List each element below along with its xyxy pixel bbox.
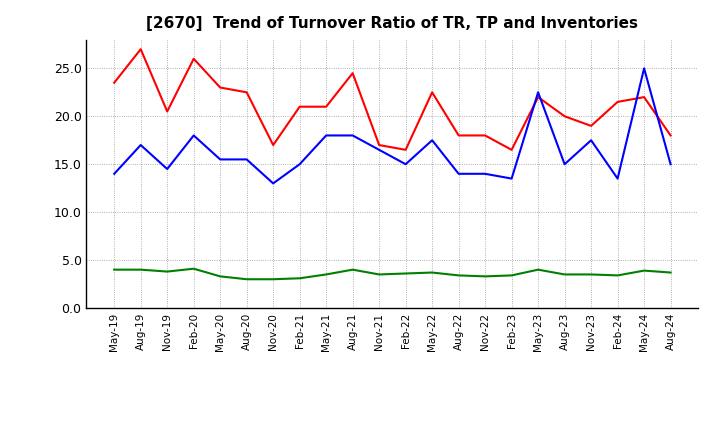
Inventories bbox=[243, 277, 251, 282]
Trade Payables bbox=[428, 138, 436, 143]
Inventories bbox=[613, 273, 622, 278]
Title: [2670]  Trend of Turnover Ratio of TR, TP and Inventories: [2670] Trend of Turnover Ratio of TR, TP… bbox=[146, 16, 639, 32]
Trade Payables bbox=[666, 161, 675, 167]
Trade Receivables bbox=[189, 56, 198, 62]
Trade Receivables bbox=[508, 147, 516, 153]
Inventories bbox=[216, 274, 225, 279]
Inventories bbox=[401, 271, 410, 276]
Trade Receivables bbox=[348, 70, 357, 76]
Trade Payables bbox=[587, 138, 595, 143]
Line: Trade Payables: Trade Payables bbox=[114, 68, 670, 183]
Trade Payables bbox=[163, 166, 171, 172]
Trade Receivables bbox=[454, 133, 463, 138]
Trade Receivables bbox=[269, 143, 277, 148]
Inventories bbox=[136, 267, 145, 272]
Inventories bbox=[508, 273, 516, 278]
Trade Receivables bbox=[534, 95, 542, 100]
Trade Payables bbox=[640, 66, 649, 71]
Trade Payables bbox=[216, 157, 225, 162]
Inventories bbox=[295, 275, 304, 281]
Trade Receivables bbox=[163, 109, 171, 114]
Trade Receivables bbox=[560, 114, 569, 119]
Trade Payables bbox=[481, 171, 490, 176]
Trade Payables bbox=[110, 171, 119, 176]
Inventories bbox=[640, 268, 649, 273]
Trade Payables bbox=[136, 143, 145, 148]
Inventories bbox=[375, 272, 384, 277]
Trade Receivables bbox=[216, 85, 225, 90]
Trade Receivables bbox=[481, 133, 490, 138]
Trade Payables bbox=[560, 161, 569, 167]
Inventories bbox=[269, 277, 277, 282]
Inventories bbox=[348, 267, 357, 272]
Trade Receivables bbox=[640, 95, 649, 100]
Trade Receivables bbox=[428, 90, 436, 95]
Trade Payables bbox=[322, 133, 330, 138]
Trade Receivables bbox=[587, 123, 595, 128]
Trade Payables bbox=[189, 133, 198, 138]
Trade Receivables bbox=[295, 104, 304, 109]
Inventories bbox=[666, 270, 675, 275]
Trade Payables bbox=[534, 90, 542, 95]
Line: Trade Receivables: Trade Receivables bbox=[114, 49, 670, 150]
Trade Payables bbox=[243, 157, 251, 162]
Inventories bbox=[110, 267, 119, 272]
Trade Receivables bbox=[666, 133, 675, 138]
Inventories bbox=[481, 274, 490, 279]
Inventories bbox=[560, 272, 569, 277]
Trade Payables bbox=[613, 176, 622, 181]
Trade Payables bbox=[348, 133, 357, 138]
Trade Payables bbox=[454, 171, 463, 176]
Trade Receivables bbox=[375, 143, 384, 148]
Inventories bbox=[428, 270, 436, 275]
Trade Payables bbox=[375, 147, 384, 153]
Trade Receivables bbox=[243, 90, 251, 95]
Trade Payables bbox=[269, 181, 277, 186]
Inventories bbox=[189, 266, 198, 271]
Trade Payables bbox=[295, 161, 304, 167]
Trade Receivables bbox=[136, 47, 145, 52]
Inventories bbox=[322, 272, 330, 277]
Inventories bbox=[534, 267, 542, 272]
Inventories bbox=[454, 273, 463, 278]
Trade Payables bbox=[508, 176, 516, 181]
Line: Inventories: Inventories bbox=[114, 269, 670, 279]
Inventories bbox=[163, 269, 171, 274]
Trade Receivables bbox=[110, 80, 119, 85]
Trade Receivables bbox=[322, 104, 330, 109]
Trade Receivables bbox=[401, 147, 410, 153]
Trade Receivables bbox=[613, 99, 622, 105]
Trade Payables bbox=[401, 161, 410, 167]
Inventories bbox=[587, 272, 595, 277]
